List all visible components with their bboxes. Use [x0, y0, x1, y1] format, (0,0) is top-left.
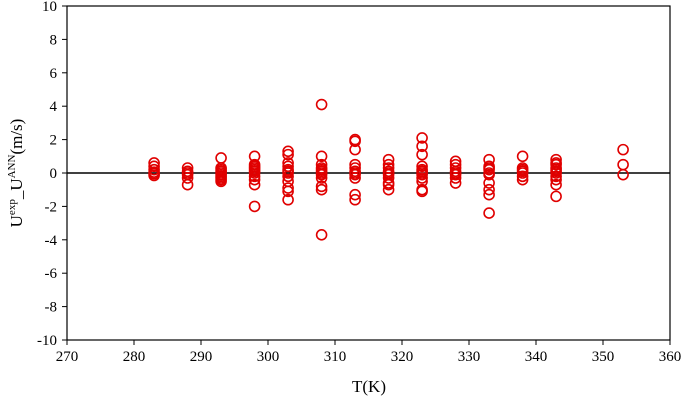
- y-tick-label: -4: [45, 233, 58, 249]
- data-point: [516, 170, 529, 183]
- data-point: [315, 183, 328, 196]
- data-point: [215, 175, 227, 188]
- data-point: [550, 170, 562, 183]
- data-point: [282, 185, 294, 198]
- data-point: [550, 190, 562, 203]
- y-axis-title: Uexp_UANN(m/s): [6, 119, 26, 228]
- data-point: [315, 98, 328, 111]
- x-tick-label: 300: [257, 349, 280, 365]
- data-point: [550, 167, 562, 179]
- x-tick-label: 330: [458, 349, 481, 365]
- y-tick-label: 4: [50, 99, 58, 115]
- data-point: [416, 148, 428, 161]
- y-tick-label: 0: [50, 166, 58, 182]
- data-point: [215, 152, 227, 164]
- x-tick-label: 360: [659, 349, 682, 365]
- data-point: [483, 188, 495, 201]
- y-tick-label: 6: [50, 66, 58, 82]
- data-point: [382, 153, 395, 166]
- x-tick-label: 310: [324, 349, 347, 365]
- data-point: [181, 178, 194, 191]
- data-point: [483, 183, 495, 196]
- data-point: [181, 172, 194, 184]
- data-point: [315, 180, 328, 193]
- data-point: [449, 172, 462, 184]
- data-point: [315, 150, 328, 163]
- data-points: [148, 98, 629, 241]
- y-tick-label: 2: [50, 133, 58, 149]
- data-point: [483, 177, 495, 189]
- data-point: [315, 228, 328, 241]
- data-point: [516, 150, 529, 163]
- data-point: [282, 182, 294, 194]
- data-point: [148, 169, 160, 182]
- data-point: [550, 173, 562, 186]
- y-axis-title-sup2: ANN: [6, 155, 18, 179]
- data-point: [617, 143, 629, 156]
- x-tick-label: 280: [123, 349, 146, 365]
- tick-labels: 270 280 290 300 310 320 330 340 350 360 10 8 6 4 2 0 -2 -…: [37, 0, 681, 365]
- data-point: [282, 145, 294, 158]
- y-tick-label: 8: [50, 32, 58, 48]
- data-point: [349, 172, 361, 184]
- data-point: [382, 172, 395, 184]
- data-point: [349, 135, 361, 148]
- data-point: [248, 173, 261, 186]
- y-axis-title-base1: U: [7, 215, 26, 227]
- data-point: [148, 160, 160, 173]
- y-tick-label: -6: [45, 266, 58, 282]
- data-point: [282, 170, 294, 183]
- data-point: [483, 163, 495, 176]
- x-tick-label: 290: [190, 349, 213, 365]
- y-tick-label: -2: [45, 199, 58, 215]
- data-point: [516, 173, 529, 186]
- data-point: [315, 168, 328, 181]
- data-point: [382, 178, 395, 191]
- data-point: [349, 188, 361, 201]
- y-tick-label: 10: [42, 0, 57, 15]
- data-point: [382, 183, 395, 196]
- data-point: [416, 168, 428, 181]
- data-point: [416, 160, 428, 173]
- data-point: [483, 207, 495, 219]
- y-axis-title-tail: (m/s): [7, 119, 26, 155]
- data-point: [449, 168, 462, 181]
- y-axis-title-middle: _U: [7, 178, 26, 200]
- data-point: [282, 193, 294, 206]
- data-point: [248, 200, 261, 213]
- x-tick-label: 270: [56, 349, 79, 365]
- data-point: [248, 167, 261, 179]
- data-point: [550, 158, 562, 171]
- data-point: [349, 168, 361, 181]
- data-point: [516, 167, 529, 179]
- x-tick-label: 340: [525, 349, 548, 365]
- data-point: [248, 170, 261, 183]
- data-point: [282, 148, 294, 161]
- data-point: [416, 140, 428, 153]
- data-point: [617, 158, 629, 171]
- data-point: [349, 193, 361, 206]
- data-point: [617, 168, 629, 181]
- data-point: [148, 157, 160, 169]
- x-tick-label: 320: [391, 349, 414, 365]
- data-point: [282, 167, 294, 179]
- y-tick-label: -8: [45, 300, 58, 316]
- data-point: [550, 178, 562, 191]
- y-tick-label: -10: [37, 333, 57, 349]
- data-point: [416, 132, 428, 144]
- x-tick-label: 350: [592, 349, 615, 365]
- data-point: [315, 172, 328, 184]
- y-axis-title-sup1: exp: [6, 199, 18, 215]
- data-point: [416, 185, 428, 198]
- data-point: [416, 172, 428, 184]
- x-axis-title: T(K): [352, 377, 386, 396]
- data-point: [248, 178, 261, 191]
- data-point: [349, 143, 361, 156]
- data-point: [449, 177, 462, 189]
- data-point: [483, 168, 495, 181]
